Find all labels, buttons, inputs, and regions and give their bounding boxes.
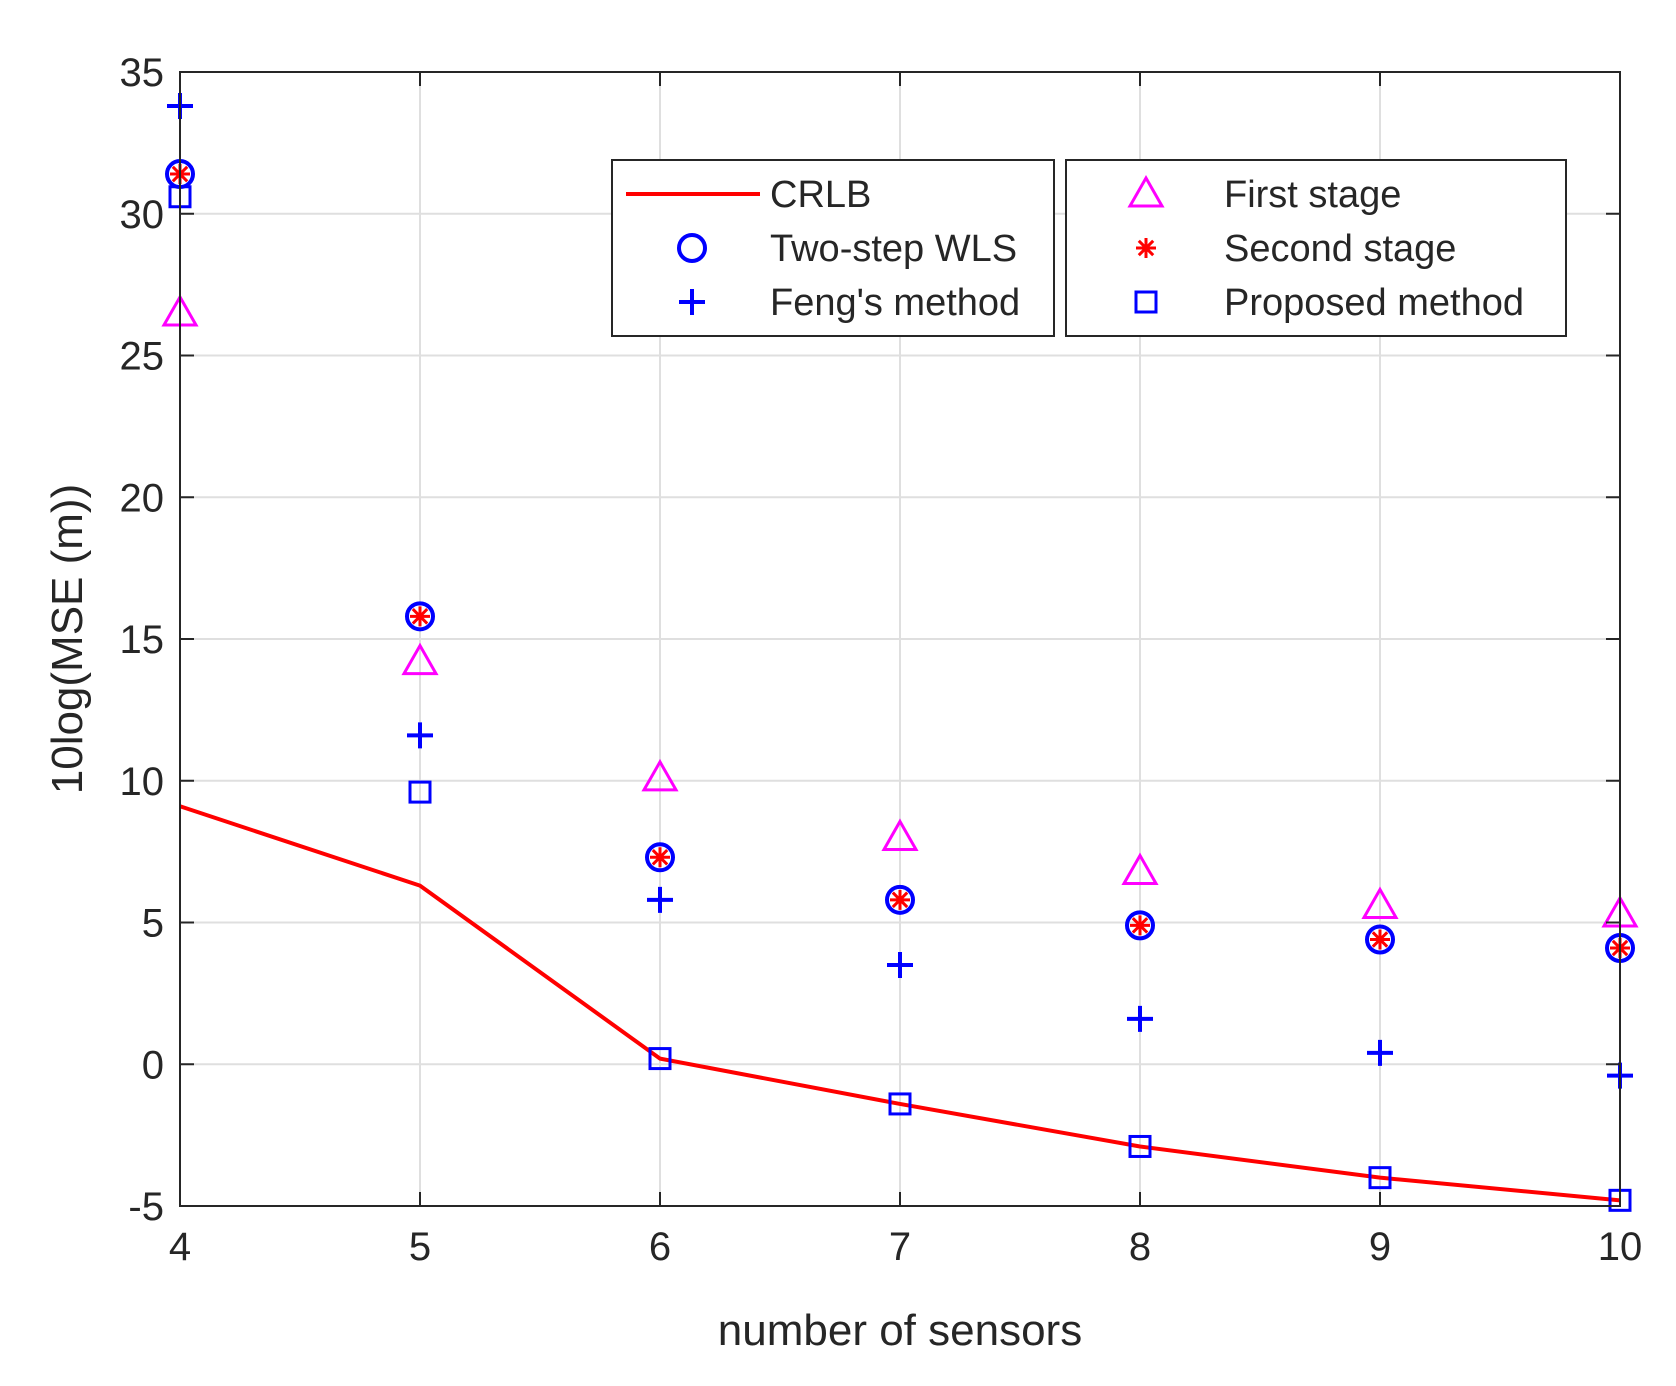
data-point-proposed-method: [1368, 1166, 1392, 1190]
data-layer: [161, 93, 1639, 1212]
data-point-two-step-wls: [1125, 910, 1155, 941]
x-tick-label: 7: [889, 1225, 911, 1269]
data-point-feng-s-method: [407, 722, 433, 749]
x-tick-label: 5: [409, 1225, 431, 1269]
data-point-second-stage: [890, 889, 910, 910]
legend-label-crlb: CRLB: [770, 174, 871, 216]
data-point-two-step-wls: [645, 842, 675, 873]
y-tick-label: 20: [120, 476, 165, 520]
legend-label-first-stage: First stage: [1224, 174, 1401, 216]
y-axis-title: 10log(MSE (m)): [43, 484, 92, 795]
ticks: 4 5 6 7 8 9 10 -5 0 5 10 15 20 25 30 35: [120, 51, 1643, 1269]
legend: CRLB Two-step WLS Feng's method First stage…: [611, 159, 1567, 337]
x-tick-label: 8: [1129, 1225, 1151, 1269]
data-point-two-step-wls: [885, 884, 915, 915]
x-tick-label: 6: [649, 1225, 671, 1269]
data-point-second-stage: [650, 847, 670, 868]
data-point-two-step-wls: [405, 601, 435, 632]
y-tick-label: 5: [142, 902, 164, 946]
x-axis-title: number of sensors: [718, 1306, 1082, 1355]
x-tick-label: 10: [1598, 1225, 1643, 1269]
x-tick-label: 9: [1369, 1225, 1391, 1269]
y-tick-label: 0: [142, 1043, 164, 1087]
data-point-first-stage: [881, 818, 919, 851]
data-point-first-stage: [401, 642, 439, 676]
data-point-feng-s-method: [887, 952, 913, 979]
y-tick-label: -5: [128, 1185, 164, 1229]
data-point-second-stage: [1130, 915, 1150, 936]
y-tick-label: 30: [120, 193, 165, 237]
y-tick-label: 35: [120, 51, 165, 95]
legend-swatch-feng-s-method: [679, 289, 705, 315]
data-point-feng-s-method: [1127, 1005, 1153, 1032]
legend-label-two-step-wls: Two-step WLS: [770, 228, 1017, 270]
data-point-second-stage: [410, 606, 430, 627]
legend-box: [611, 159, 1055, 337]
y-tick-label: 25: [120, 335, 165, 379]
data-point-feng-s-method: [647, 886, 673, 913]
y-tick-label: 15: [120, 618, 165, 662]
legend-swatch-first-stage: [1127, 174, 1165, 208]
data-point-proposed-method: [1128, 1134, 1152, 1158]
data-point-second-stage: [1370, 929, 1390, 950]
legend-swatch-two-step-wls: [677, 233, 707, 263]
legend-label-proposed-method: Proposed method: [1224, 282, 1524, 324]
data-point-proposed-method: [648, 1047, 672, 1071]
data-point-first-stage: [1361, 886, 1399, 919]
data-point-proposed-method: [408, 780, 432, 804]
x-tick-label: 4: [169, 1225, 191, 1269]
data-point-first-stage: [1121, 852, 1159, 885]
data-point-two-step-wls: [1365, 924, 1395, 955]
legend-label-feng-s-method: Feng's method: [770, 282, 1020, 324]
data-point-first-stage: [641, 758, 679, 792]
data-point-feng-s-method: [1367, 1039, 1393, 1066]
legend-label-second-stage: Second stage: [1224, 228, 1456, 270]
legend-swatch-proposed-method: [1134, 290, 1158, 314]
data-point-proposed-method: [888, 1092, 912, 1116]
series-line-crlb: [179, 804, 1621, 1203]
y-tick-label: 10: [120, 760, 165, 804]
legend-swatch-second-stage: [1136, 238, 1156, 258]
